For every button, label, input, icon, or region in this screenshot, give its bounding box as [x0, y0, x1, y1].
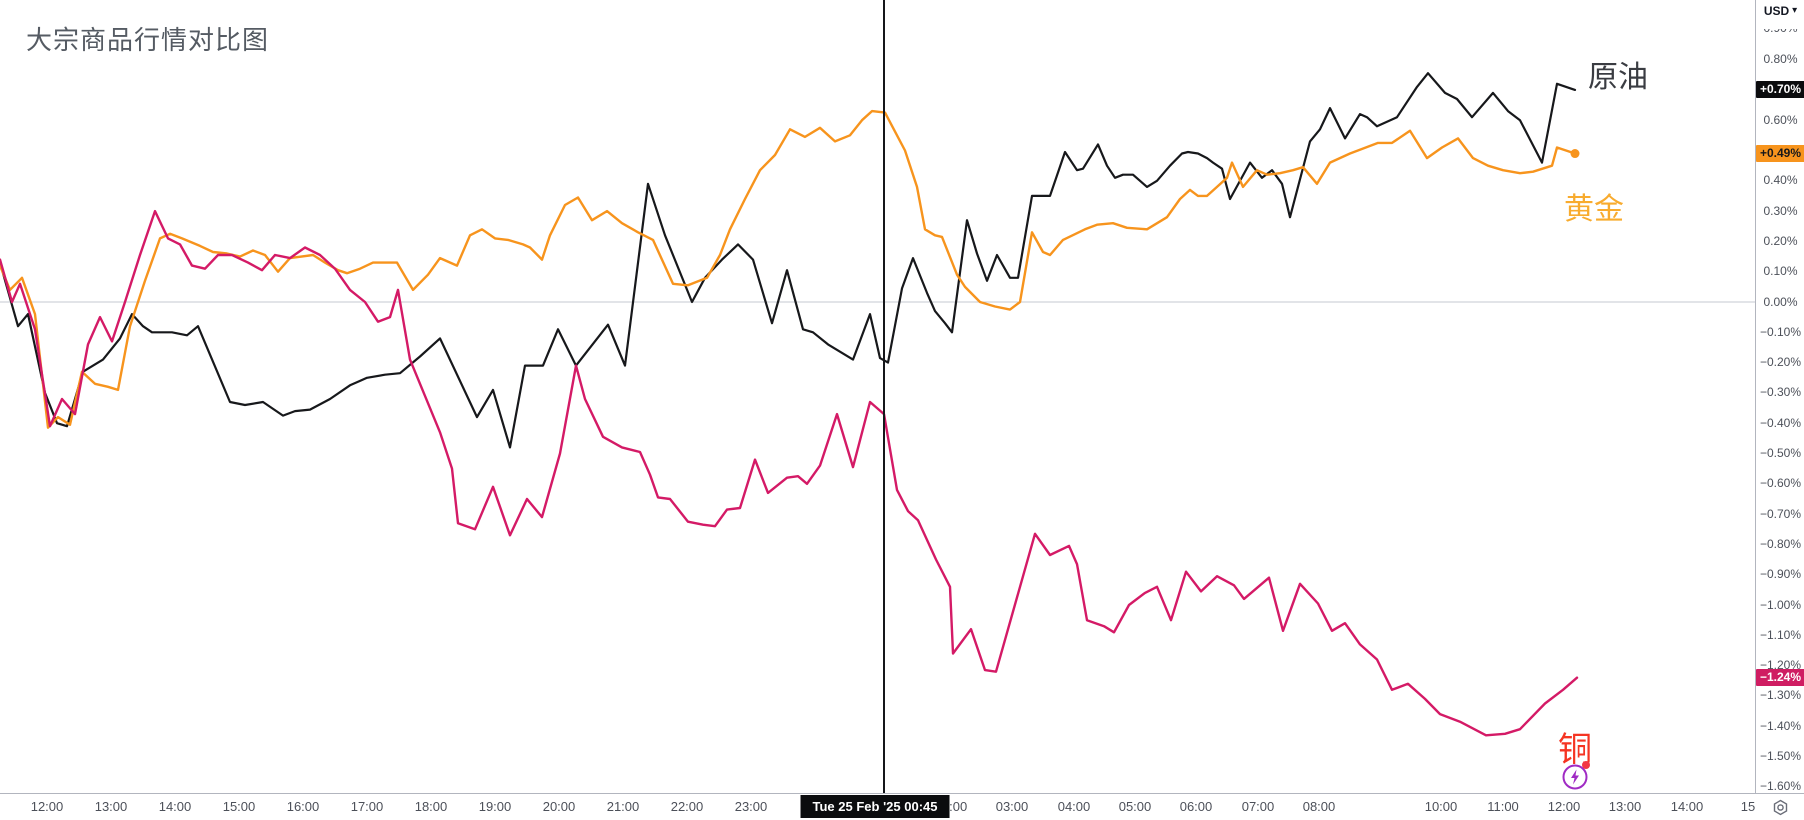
time-axis-label: 13:00 — [1608, 799, 1642, 814]
time-axis-label: 12:00 — [30, 799, 64, 814]
currency-selector[interactable]: USD ▾ — [1756, 0, 1804, 21]
price-axis[interactable]: USD ▾ 0.90% 0.80% 0.60% 0.40% 0.30% 0.20% 0.10… — [1755, 0, 1804, 793]
price-axis-label: 0.60% — [1763, 112, 1798, 127]
series-label-crude-oil: 原油 — [1588, 61, 1648, 94]
time-axis-label: 21:00 — [606, 799, 640, 814]
price-axis-label: −1.10% — [1759, 627, 1802, 642]
time-axis-label: 16:00 — [286, 799, 320, 814]
series-line-crude-oil[interactable] — [0, 72, 1577, 449]
price-axis-label: −0.60% — [1759, 476, 1802, 491]
time-axis-label: 03:00 — [995, 799, 1029, 814]
price-axis-label: 0.30% — [1763, 203, 1798, 218]
price-axis-label: −0.50% — [1759, 446, 1802, 460]
chevron-down-icon: ▾ — [1792, 5, 1798, 16]
time-axis-label: 15 — [1740, 799, 1755, 814]
price-axis-label: 0.80% — [1763, 52, 1798, 67]
price-axis-label: −1.40% — [1759, 718, 1802, 733]
price-axis-label: −0.90% — [1759, 567, 1802, 582]
time-axis-label: 15:00 — [222, 799, 256, 814]
price-axis-label: 0.10% — [1763, 264, 1798, 279]
crosshair-vertical-line[interactable] — [883, 0, 885, 793]
chart-title: 大宗商品行情对比图 — [26, 25, 270, 55]
time-axis-label: 18:00 — [414, 799, 448, 814]
price-axis-label: −1.00% — [1759, 597, 1802, 612]
time-axis-label: 22:00 — [670, 799, 704, 814]
price-axis-label: 0.00% — [1763, 294, 1798, 309]
time-axis-label: 10:00 — [1424, 799, 1458, 814]
scales-settings-button[interactable] — [1756, 794, 1804, 820]
last-price-badge: +0.70% — [1756, 81, 1804, 99]
series-label-gold: 黄金 — [1564, 193, 1624, 226]
price-axis-label: −1.20% — [1759, 658, 1802, 673]
price-axis-label: 0.20% — [1763, 233, 1798, 248]
time-axis-label: 14:00 — [1670, 799, 1704, 814]
currency-selector-label: USD — [1763, 3, 1790, 18]
time-axis[interactable]: 12:00 13:00 14:00 15:00 16:00 17:00 18:00 19:00… — [0, 793, 1804, 820]
time-axis-label: 13:00 — [94, 799, 128, 814]
time-axis-label: 17:00 — [350, 799, 384, 814]
time-axis-label: 14:00 — [158, 799, 192, 814]
price-axis-label: −0.30% — [1759, 385, 1802, 400]
scales-settings-icon — [1773, 799, 1787, 815]
crosshair-time-badge: Tue 25 Feb '25 00:45 — [800, 795, 950, 818]
time-axis-label: 08:00 — [1302, 799, 1336, 814]
time-axis-label: 04:00 — [1057, 799, 1091, 814]
series-line-copper[interactable] — [0, 209, 1579, 737]
price-axis-label: −1.60% — [1759, 779, 1802, 794]
last-price-badge: −1.24% — [1756, 669, 1804, 687]
price-axis-label: −0.10% — [1759, 324, 1802, 339]
price-axis-label: −0.70% — [1759, 506, 1802, 521]
time-axis-label: 23:00 — [734, 799, 768, 814]
time-axis-label: 12:00 — [1547, 799, 1581, 814]
price-axis-label: −1.30% — [1759, 688, 1802, 703]
price-axis-label: 0.40% — [1763, 173, 1798, 188]
flash-lightning-icon[interactable] — [1561, 761, 1590, 791]
last-price-badge: +0.49% — [1756, 145, 1804, 163]
price-series-plot — [0, 72, 1755, 737]
chart-canvas[interactable]: 大宗商品行情对比图 原油 黄金 铜 — [0, 0, 1755, 793]
price-axis-label: −0.80% — [1759, 536, 1802, 551]
time-axis-label: 11:00 — [1487, 799, 1519, 814]
series-line-gold[interactable] — [0, 109, 1577, 429]
price-axis-label: −0.40% — [1759, 415, 1802, 430]
time-axis-label: 06:00 — [1179, 799, 1213, 814]
notification-dot — [1582, 761, 1590, 769]
price-axis-label: −1.50% — [1759, 749, 1802, 763]
time-axis-label: 20:00 — [542, 799, 576, 814]
price-axis-label: −0.20% — [1759, 355, 1802, 370]
time-axis-label: 07:00 — [1241, 799, 1275, 814]
time-axis-label: 05:00 — [1118, 799, 1152, 814]
time-axis-label: 19:00 — [478, 799, 512, 814]
time-axis-labels: 12:00 13:00 14:00 15:00 16:00 17:00 18:00 19:00… — [0, 794, 1755, 820]
price-axis-label: 0.90% — [1756, 29, 1804, 36]
